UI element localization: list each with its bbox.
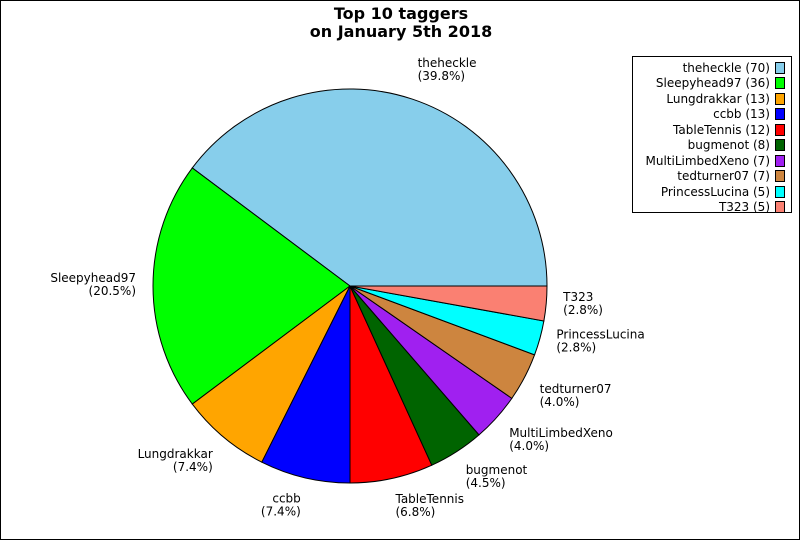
- slice-label-sleepyhead97: Sleepyhead97 (20.5%): [50, 271, 136, 298]
- slice-label-name: theheckle: [418, 56, 477, 70]
- legend-entry-bugmenot: bugmenot (8): [633, 138, 791, 154]
- slice-label-tedturner07: tedturner07 (4.0%): [540, 382, 612, 409]
- slice-label-princesslucina: PrincessLucina (2.8%): [556, 328, 644, 355]
- slice-label-theheckle: theheckle (39.8%): [418, 56, 477, 83]
- slice-label-name: Lungdrakkar: [138, 447, 213, 461]
- legend-swatch: [775, 92, 785, 105]
- slice-label-name: MultiLimbedXeno: [509, 426, 613, 440]
- chart-title-line-1: Top 10 taggers: [333, 4, 469, 23]
- legend-swatch: [775, 154, 785, 167]
- legend-label: Sleepyhead97 (36): [655, 76, 770, 91]
- legend-swatch: [775, 139, 785, 152]
- slice-label-t323: T323 (2.8%): [562, 290, 603, 317]
- slice-label-percent: (7.4%): [173, 460, 213, 474]
- legend-entry-sleepyhead97: Sleepyhead97 (36): [633, 76, 791, 92]
- slice-label-name: PrincessLucina: [556, 328, 644, 342]
- chart-title-line-2: on January 5th 2018: [309, 22, 493, 41]
- legend-swatch: [775, 201, 785, 214]
- slice-label-name: tedturner07: [540, 382, 612, 396]
- slice-label-percent: (4.0%): [509, 439, 549, 453]
- slice-label-name: ccbb: [272, 491, 300, 505]
- legend-swatch: [775, 123, 785, 136]
- legend-entry-multilimbedxeno: MultiLimbedXeno (7): [633, 153, 791, 169]
- legend-entry-tabletennis: TableTennis (12): [633, 122, 791, 138]
- slice-label-multilimbedxeno: MultiLimbedXeno (4.0%): [509, 426, 613, 453]
- pie-slice-sleepyhead97: [152, 167, 351, 405]
- slice-label-percent: (2.8%): [556, 341, 596, 355]
- pie-slice-t323: [349, 285, 548, 322]
- legend-label: ccbb (13): [713, 107, 770, 122]
- slice-label-percent: (7.4%): [261, 504, 301, 518]
- slice-label-percent: (4.5%): [466, 476, 506, 490]
- slice-label-percent: (4.0%): [540, 395, 580, 409]
- legend-label: theheckle (70): [682, 60, 770, 75]
- legend-label: T323 (5): [718, 200, 770, 215]
- legend-swatch: [775, 185, 785, 198]
- legend-label: MultiLimbedXeno (7): [645, 153, 770, 168]
- chart-title: Top 10 taggers on January 5th 2018: [1, 5, 800, 41]
- legend-swatch: [775, 77, 785, 90]
- slice-label-ccbb: ccbb (7.4%): [261, 491, 301, 518]
- chart-legend: theheckle (70) Sleepyhead97 (36) Lungdrakk…: [632, 56, 792, 216]
- legend-label: tedturner07 (7): [677, 169, 770, 184]
- legend-entry-lungdrakkar: Lungdrakkar (13): [633, 91, 791, 107]
- legend-label: bugmenot (8): [687, 138, 770, 153]
- slice-label-percent: (20.5%): [89, 284, 136, 298]
- slice-label-tabletennis: TableTennis (6.8%): [394, 492, 464, 519]
- legend-entry-theheckle: theheckle (70): [633, 60, 791, 76]
- slice-label-bugmenot: bugmenot (4.5%): [466, 463, 528, 490]
- slice-label-name: TableTennis: [394, 492, 464, 506]
- legend-swatch: [775, 108, 785, 121]
- legend-label: PrincessLucina (5): [660, 184, 770, 199]
- slice-label-percent: (39.8%): [418, 69, 465, 83]
- slice-label-name: bugmenot: [466, 463, 528, 477]
- legend-entry-t323: T323 (5): [633, 200, 791, 216]
- slice-label-lungdrakkar: Lungdrakkar (7.4%): [138, 447, 213, 474]
- legend-swatch: [775, 61, 785, 74]
- legend-entry-tedturner07: tedturner07 (7): [633, 169, 791, 185]
- legend-entry-princesslucina: PrincessLucina (5): [633, 184, 791, 200]
- slice-label-name: Sleepyhead97: [50, 271, 136, 285]
- legend-label: TableTennis (12): [673, 122, 770, 137]
- slice-label-percent: (2.8%): [563, 303, 603, 317]
- legend-swatch: [775, 170, 785, 183]
- slice-label-percent: (6.8%): [395, 505, 435, 519]
- slice-label-name: T323: [562, 290, 593, 304]
- pie-slice-theheckle: [191, 88, 548, 287]
- legend-label: Lungdrakkar (13): [666, 91, 770, 106]
- legend-entry-ccbb: ccbb (13): [633, 107, 791, 123]
